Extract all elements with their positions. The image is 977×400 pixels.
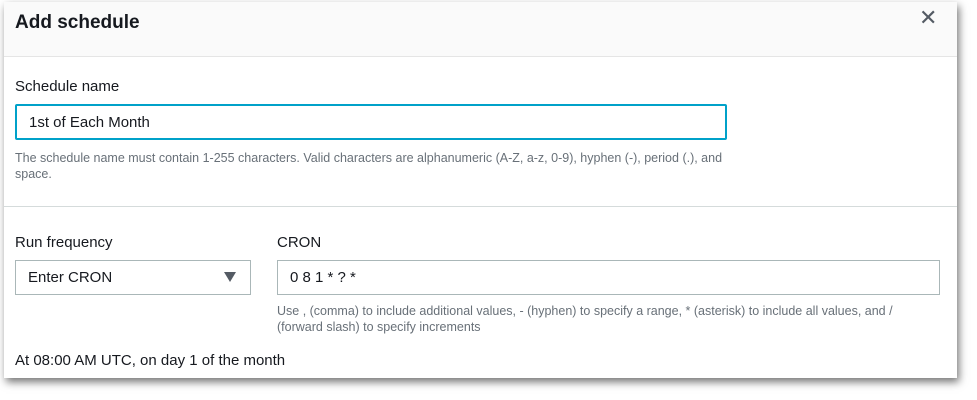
cron-help: Use , (comma) to include additional valu…: [277, 304, 893, 334]
run-frequency-value: Enter CRON: [28, 269, 113, 286]
caret-down-icon: [224, 272, 236, 282]
schedule-name-help: The schedule name must contain 1-255 cha…: [15, 151, 723, 181]
add-schedule-dialog: Add schedule ✕ Schedule name 1st of Each…: [4, 2, 957, 378]
run-frequency-select[interactable]: Enter CRON: [15, 260, 251, 295]
cron-summary: At 08:00 AM UTC, on day 1 of the month: [15, 352, 286, 369]
schedule-name-input[interactable]: 1st of Each Month: [15, 104, 727, 140]
cron-label: CRON: [277, 234, 322, 251]
divider: [4, 206, 957, 207]
dialog-header: Add schedule ✕: [4, 2, 957, 57]
schedule-name-label: Schedule name: [15, 78, 120, 95]
close-icon[interactable]: ✕: [919, 5, 938, 30]
dialog-title: Add schedule: [15, 12, 140, 33]
schedule-name-value: 1st of Each Month: [29, 113, 150, 131]
cron-input[interactable]: 0 8 1 * ? *: [277, 260, 940, 295]
cron-value: 0 8 1 * ? *: [290, 269, 356, 286]
run-frequency-label: Run frequency: [15, 234, 113, 251]
